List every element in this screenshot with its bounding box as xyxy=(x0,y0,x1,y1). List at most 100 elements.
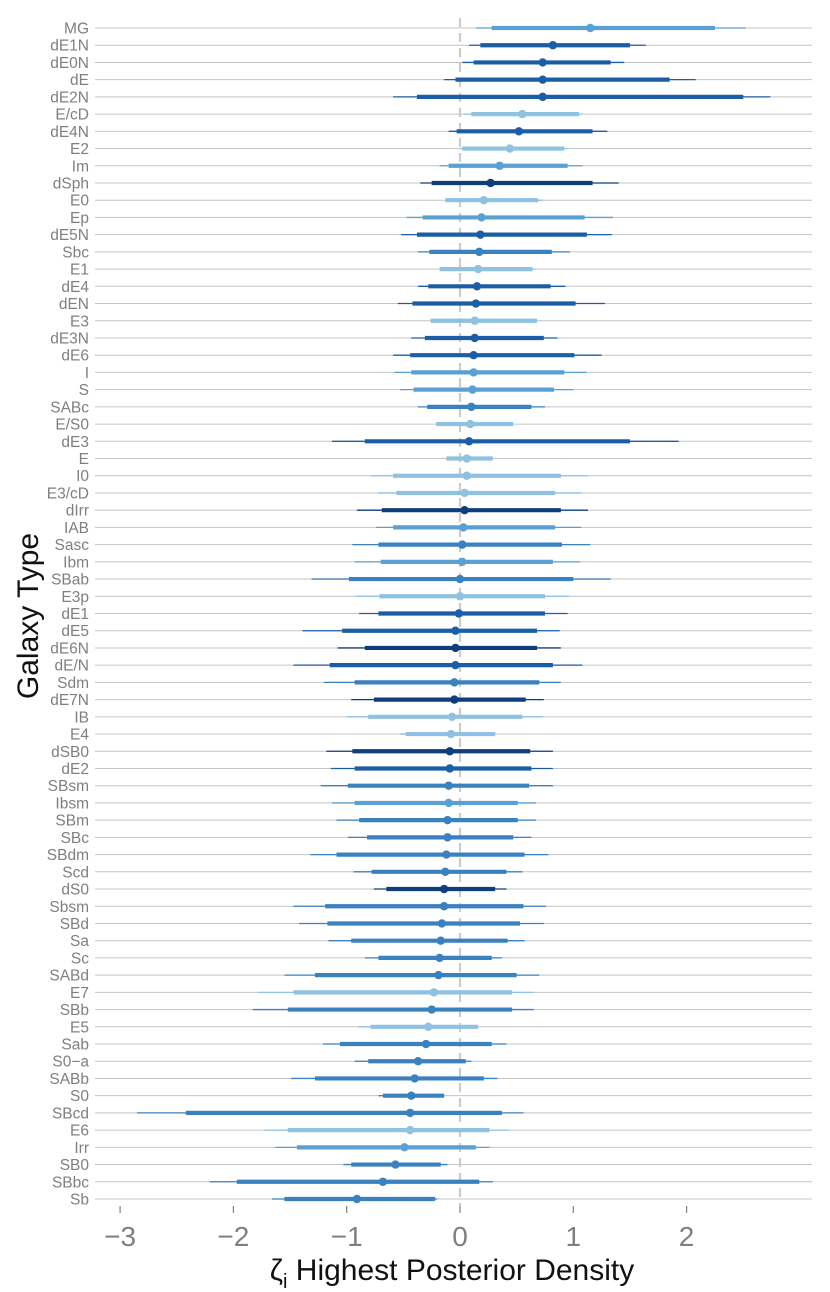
y-tick-label-sbd: SBd xyxy=(60,916,89,933)
mean-point-sa xyxy=(436,936,445,945)
mean-point-mg xyxy=(586,23,595,33)
mean-point-den xyxy=(471,299,481,308)
mean-point-sbdm xyxy=(442,850,451,859)
y-tick-label-de3n: dE3N xyxy=(50,330,89,347)
mean-point-dsph xyxy=(486,178,495,188)
mean-point-de-n xyxy=(451,660,460,670)
mean-point-ep xyxy=(477,213,486,222)
mean-point-e6 xyxy=(405,1125,415,1135)
mean-point-e1 xyxy=(473,264,483,274)
y-tick-label-de0n: dE0N xyxy=(50,55,89,72)
mean-point-s0 xyxy=(407,1091,416,1100)
y-tick-label-de1: dE1 xyxy=(61,606,89,623)
y-tick-label-sbc: SBc xyxy=(61,830,90,847)
y-tick-label-de1n: dE1N xyxy=(50,38,89,55)
y-tick-label-den: dEN xyxy=(59,296,89,313)
y-tick-label-dirr: dIrr xyxy=(66,503,89,520)
y-tick-label-e7: E7 xyxy=(70,985,89,1002)
mean-point-sbsm xyxy=(444,781,453,790)
mean-point-de0n xyxy=(538,58,547,67)
y-tick-label-e6: E6 xyxy=(70,1123,89,1140)
y-tick-label-e3-cd: E3/cD xyxy=(47,485,89,502)
y-tick-label-sbbc: SBbc xyxy=(52,1174,89,1191)
y-tick-label-sdm: Sdm xyxy=(57,675,89,692)
mean-point-e7 xyxy=(429,988,439,997)
y-tick-label-sbm: SBm xyxy=(55,813,89,830)
y-tick-label-sbdm: SBdm xyxy=(47,847,89,864)
y-tick-label-sbcd: SBcd xyxy=(52,1105,89,1122)
interval-marks xyxy=(137,23,771,1204)
mean-point-e2 xyxy=(505,144,515,153)
y-tick-label-i0: I0 xyxy=(76,468,89,485)
mean-point-iab xyxy=(459,523,468,532)
y-tick-label-e3: E3 xyxy=(70,313,89,330)
mean-point-sc xyxy=(435,953,444,963)
x-tick-label: −1 xyxy=(331,1221,363,1252)
y-tick-label-ib: IB xyxy=(74,709,89,726)
y-tick-label-de4n: dE4N xyxy=(50,124,89,141)
mean-point-s xyxy=(468,385,477,394)
mean-point-sbd xyxy=(437,919,447,928)
y-tick-label-e: E xyxy=(79,451,89,468)
x-tick-labels: −3 −2 −1 0 1 2 xyxy=(104,1206,694,1252)
y-tick-label-sc: Sc xyxy=(71,950,89,967)
mean-point-sbc xyxy=(443,833,452,842)
mean-point-e3p xyxy=(455,592,465,601)
mean-point-i xyxy=(469,368,478,377)
mean-point-e3 xyxy=(470,316,479,325)
y-tick-label-ibm: Ibm xyxy=(63,554,89,571)
y-tick-label-de5n: dE5N xyxy=(50,227,89,244)
x-axis-title-subscript: i xyxy=(283,1271,287,1292)
mean-point-de2n xyxy=(538,92,547,102)
mean-point-sbm xyxy=(443,815,452,825)
mean-point-sbsm xyxy=(439,902,449,911)
mean-point-e5 xyxy=(424,1022,433,1031)
mean-point-dsb0 xyxy=(445,747,455,756)
x-tick-label: 1 xyxy=(566,1221,582,1252)
mean-point-ibm xyxy=(458,557,467,567)
y-tick-label-mg: MG xyxy=(64,21,89,38)
mean-point-sbc xyxy=(475,247,484,257)
mean-point-sdm xyxy=(450,678,459,687)
y-tick-label-sbab: SBab xyxy=(51,572,89,589)
mean-point-sab xyxy=(421,1039,431,1049)
y-tick-label-e4: E4 xyxy=(70,727,89,744)
y-tick-label-e5: E5 xyxy=(70,1019,89,1036)
mean-point-ib xyxy=(447,712,457,722)
mean-point-e3-cd xyxy=(460,488,469,498)
y-tick-label-sbb: SBb xyxy=(60,1002,89,1019)
y-tick-label-ep: Ep xyxy=(70,210,89,227)
mean-point-de5 xyxy=(451,626,460,635)
mean-point-s0-a xyxy=(413,1057,423,1066)
mean-point-e4 xyxy=(446,729,456,739)
y-tick-label-de2n: dE2N xyxy=(50,89,89,106)
mean-point-sabc xyxy=(467,402,476,412)
mean-point-de4 xyxy=(472,282,482,291)
y-tick-label-sab: Sab xyxy=(61,1037,89,1054)
y-tick-label-e0: E0 xyxy=(70,193,89,210)
y-tick-label-s0: S0 xyxy=(70,1088,89,1105)
mean-point-de6n xyxy=(451,643,460,653)
mean-point-sbb xyxy=(427,1005,436,1014)
y-tick-label-sabc: SABc xyxy=(50,399,89,416)
y-tick-label-s0-a: S0−a xyxy=(52,1054,89,1071)
x-tick-label: 0 xyxy=(452,1221,468,1252)
y-tick-label-dsph: dSph xyxy=(53,175,89,192)
y-tick-label-sasc: Sasc xyxy=(55,537,90,554)
x-axis-title-rest: Highest Posterior Density xyxy=(287,1254,634,1287)
y-tick-label-sbsm: SBsm xyxy=(48,778,89,795)
y-tick-label-sb: Sb xyxy=(70,1192,89,1209)
mean-point-sb0 xyxy=(391,1160,400,1169)
mean-point-sabd xyxy=(434,970,443,980)
mean-point-de6 xyxy=(469,350,478,360)
mean-point-ds0 xyxy=(439,884,449,894)
x-tick-label: −3 xyxy=(104,1221,136,1252)
x-tick-label: 2 xyxy=(679,1221,695,1252)
y-tick-label-i: I xyxy=(85,365,89,382)
mean-point-de xyxy=(538,75,547,84)
y-tick-label-de-n: dE/N xyxy=(55,658,89,675)
y-tick-label-s: S xyxy=(79,382,89,399)
mean-point-de4n xyxy=(514,127,524,136)
y-tick-label-sabb: SABb xyxy=(49,1071,89,1088)
